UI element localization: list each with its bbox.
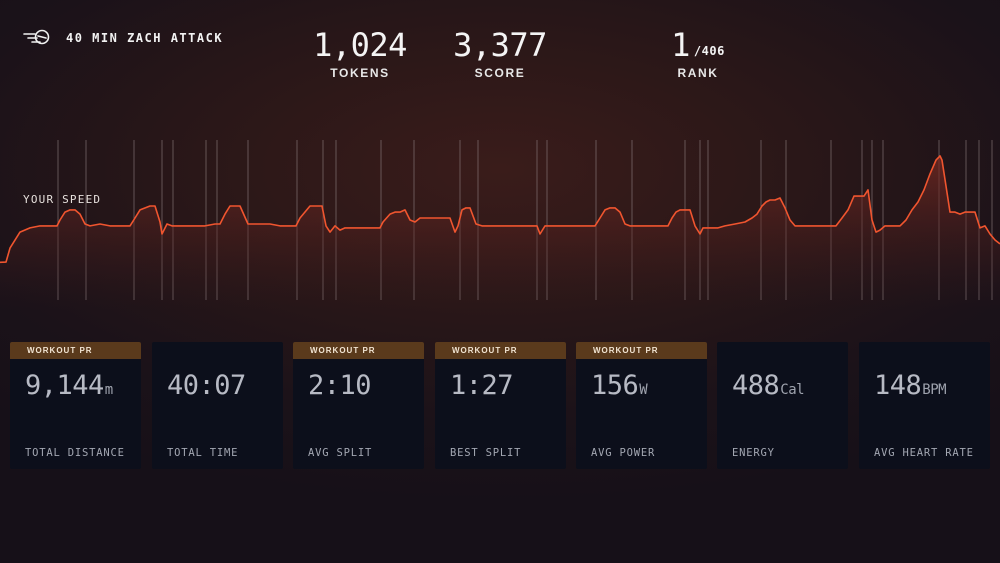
metric-card: WORKOUT PR 9,144m TOTAL DISTANCE [10,342,141,469]
speed-chart [0,140,1000,310]
metric-value: 1:27 [450,370,514,401]
metric-card: 488Cal ENERGY [717,342,848,469]
metric-number: 156 [591,370,639,401]
rower-logo-icon [23,29,50,45]
rank-total: /406 [693,44,725,58]
metric-number: 2:10 [308,370,372,401]
metric-value: 488Cal [732,370,805,401]
metric-value: 9,144m [25,370,113,401]
metric-unit: Cal [780,382,805,398]
tokens-stat: 1,024 TOKENS [310,28,410,80]
workout-pr-badge: WORKOUT PR [10,342,141,359]
tokens-label: TOKENS [330,66,390,80]
metric-label: AVG HEART RATE [874,447,974,459]
tokens-value: 1,024 [313,26,407,64]
rank-label: RANK [677,66,719,80]
metric-label: TOTAL DISTANCE [25,447,125,459]
metric-card: WORKOUT PR 156W AVG POWER [576,342,707,469]
workout-title: 40 MIN ZACH ATTACK [66,31,224,45]
rank-stat: 1/406 RANK [648,28,748,80]
metric-number: 1:27 [450,370,514,401]
metric-value: 148BPM [874,370,947,401]
metric-card: WORKOUT PR 2:10 AVG SPLIT [293,342,424,469]
workout-pr-badge: WORKOUT PR [293,342,424,359]
speed-chart-label: YOUR SPEED [23,193,102,206]
metric-unit: m [104,382,113,398]
score-label: SCORE [474,66,526,80]
metric-label: AVG SPLIT [308,447,373,459]
metric-unit: W [639,382,648,398]
speed-area [0,155,1000,310]
score-value: 3,377 [453,26,547,64]
metric-number: 9,144 [25,370,104,401]
rank-value: 1 [671,26,690,64]
workout-pr-badge: WORKOUT PR [435,342,566,359]
metric-number: 488 [732,370,780,401]
rank-value-row: 1/406 [648,28,748,62]
metric-label: ENERGY [732,447,775,459]
metric-unit: BPM [922,382,947,398]
speed-line [0,155,1000,264]
metric-value: 40:07 [167,370,246,401]
metric-label: TOTAL TIME [167,447,239,459]
score-stat: 3,377 SCORE [450,28,550,80]
metric-label: BEST SPLIT [450,447,522,459]
metric-card: 40:07 TOTAL TIME [152,342,283,469]
metric-value: 2:10 [308,370,372,401]
metric-value: 156W [591,370,648,401]
metric-card: WORKOUT PR 1:27 BEST SPLIT [435,342,566,469]
metric-number: 148 [874,370,922,401]
metric-number: 40:07 [167,370,246,401]
metric-label: AVG POWER [591,447,656,459]
metric-card: 148BPM AVG HEART RATE [859,342,990,469]
workout-pr-badge: WORKOUT PR [576,342,707,359]
